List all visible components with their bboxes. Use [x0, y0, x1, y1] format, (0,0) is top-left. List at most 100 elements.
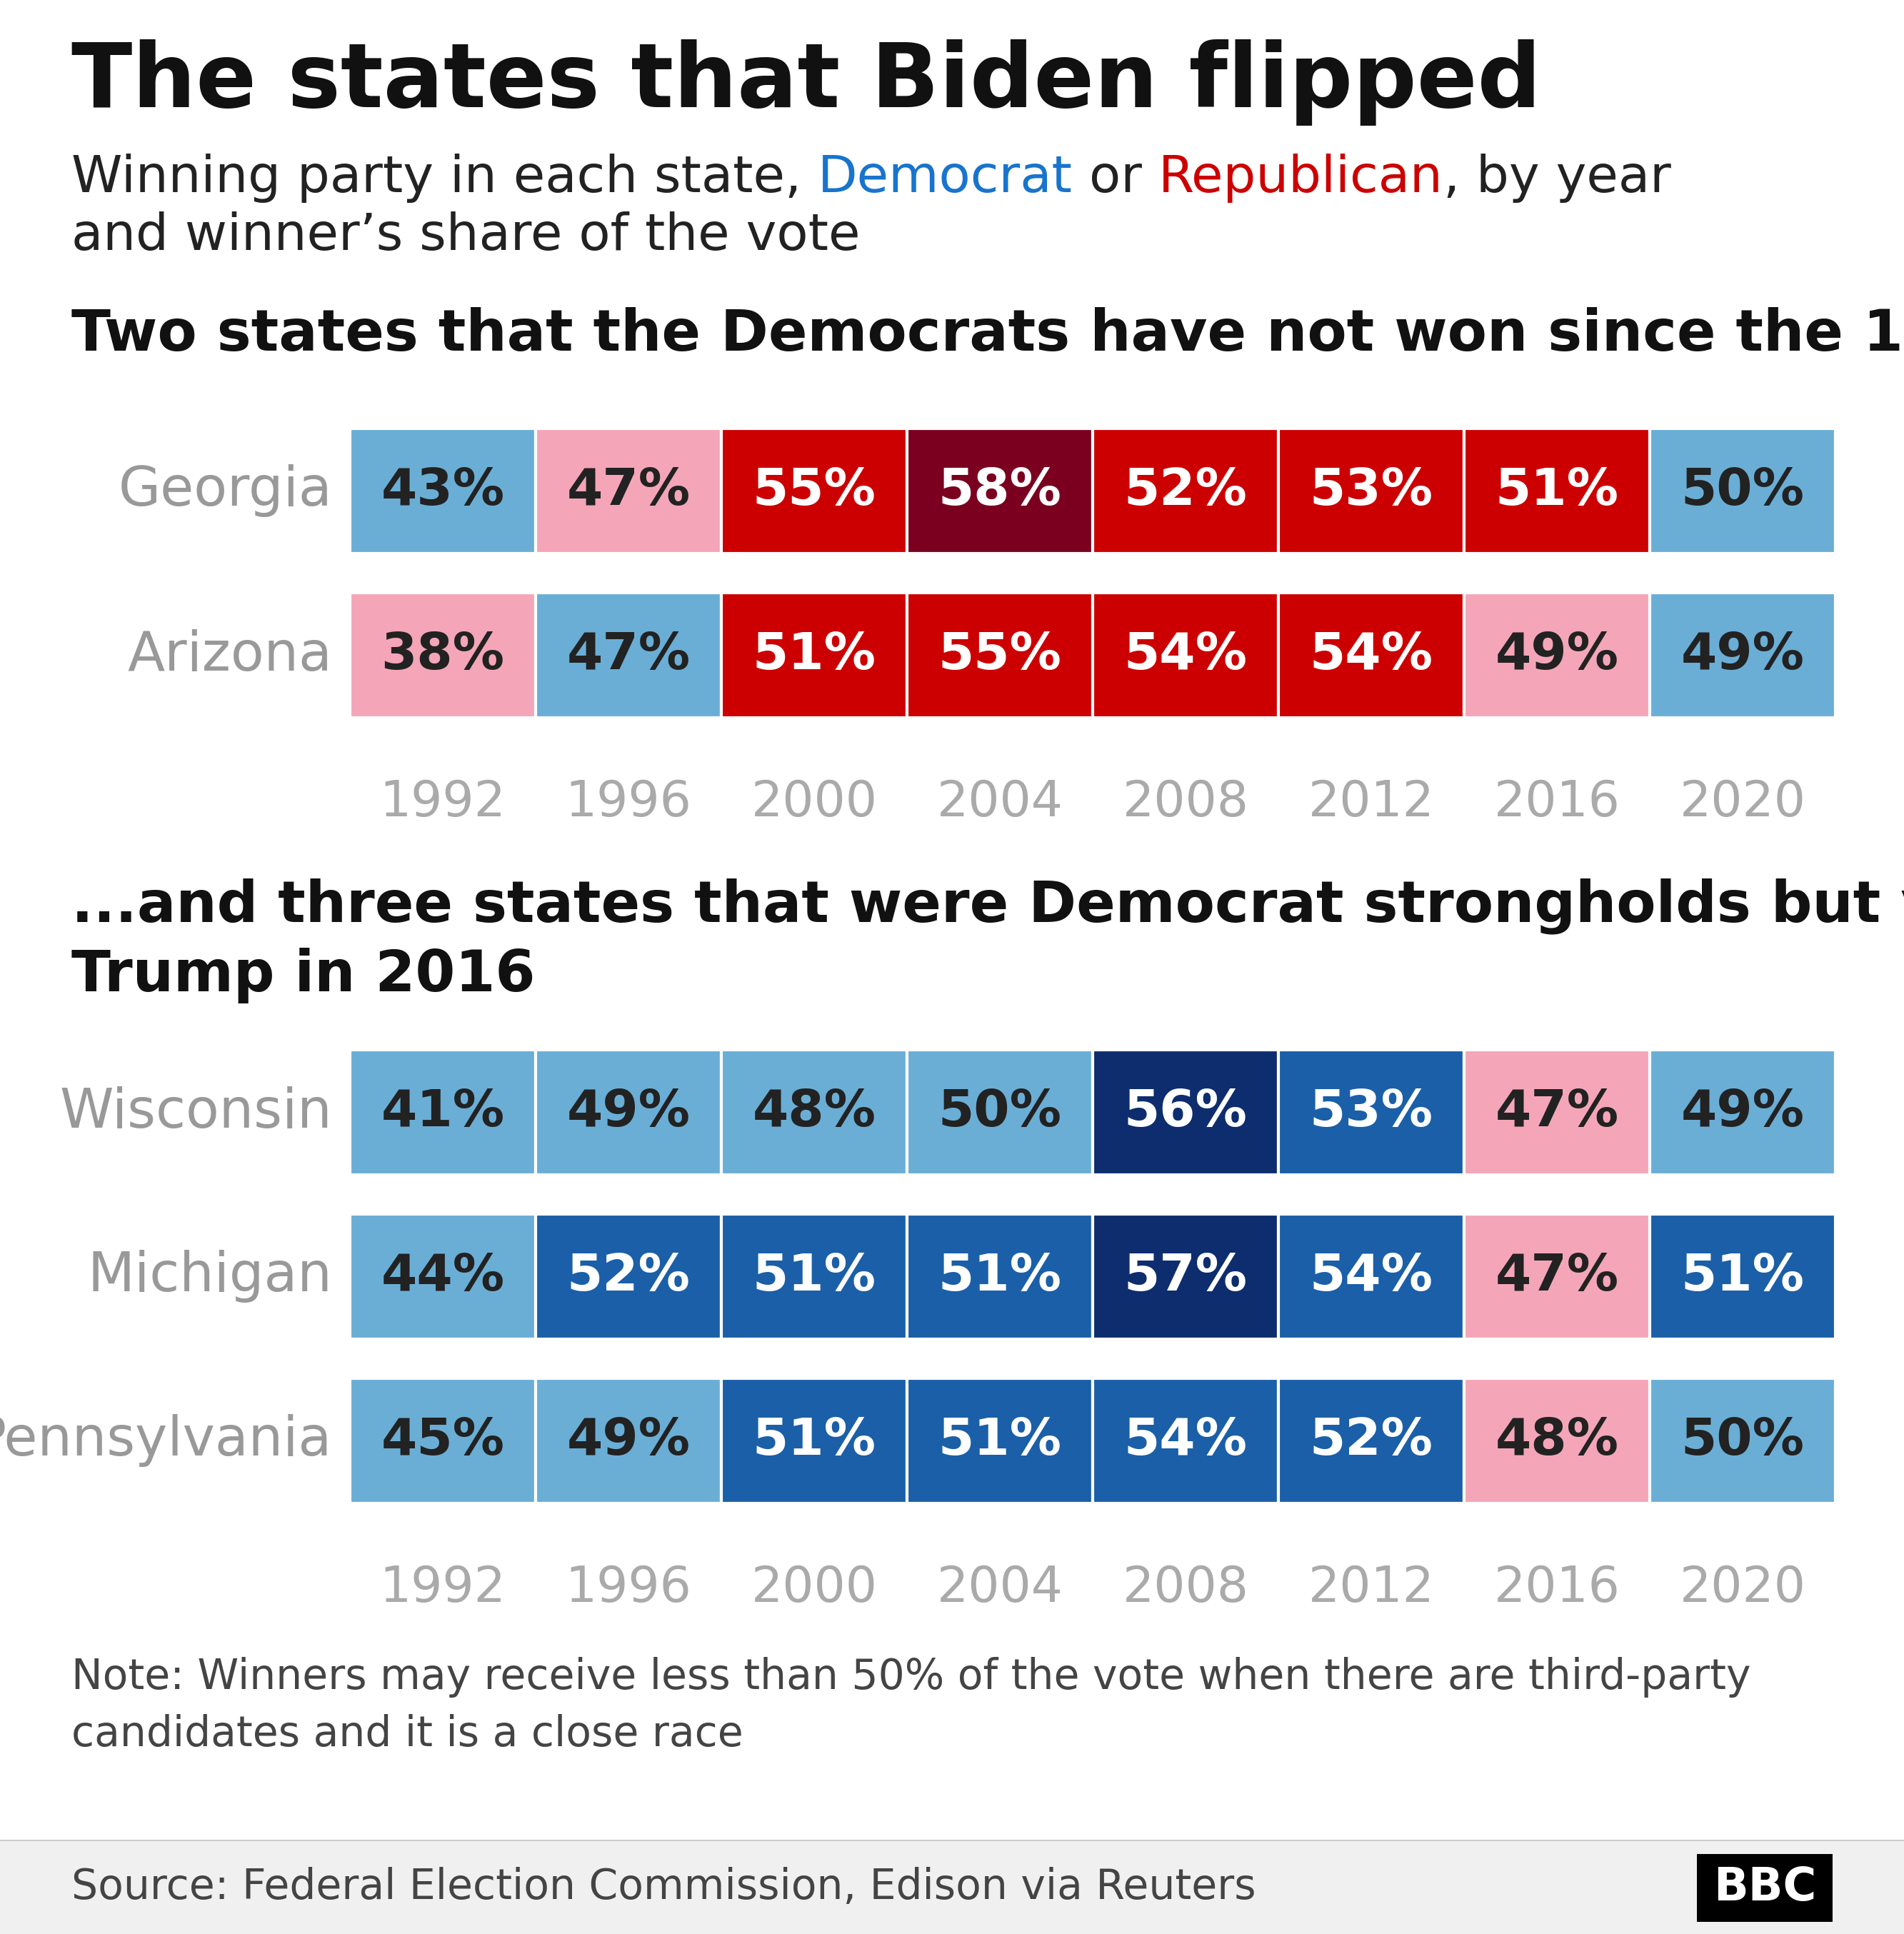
Text: Georgia: Georgia — [118, 464, 331, 518]
Text: 54%: 54% — [1310, 1251, 1434, 1302]
Text: 53%: 53% — [1310, 466, 1434, 516]
Text: , by year: , by year — [1443, 153, 1672, 203]
Text: 56%: 56% — [1123, 1087, 1247, 1137]
Text: 49%: 49% — [1495, 630, 1618, 681]
Text: 51%: 51% — [1681, 1251, 1805, 1302]
Bar — [350, 1050, 535, 1174]
Text: 2004: 2004 — [937, 1565, 1062, 1611]
Text: 2016: 2016 — [1495, 779, 1620, 826]
Text: Two states that the Democrats have not won since the 1990s: Two states that the Democrats have not w… — [72, 308, 1904, 364]
Text: 2020: 2020 — [1679, 779, 1805, 826]
Text: 50%: 50% — [1681, 466, 1805, 516]
Bar — [722, 1215, 906, 1338]
Bar — [1278, 1379, 1464, 1503]
Bar — [906, 592, 1093, 718]
Text: 44%: 44% — [381, 1251, 505, 1302]
Text: Winning party in each state,: Winning party in each state, — [72, 153, 817, 203]
Text: 53%: 53% — [1310, 1087, 1434, 1137]
Text: 1996: 1996 — [565, 1565, 691, 1611]
Text: 55%: 55% — [752, 466, 876, 516]
Text: 51%: 51% — [752, 1251, 876, 1302]
Bar — [1278, 429, 1464, 553]
Bar — [0, 1841, 1904, 1934]
Text: 2008: 2008 — [1121, 1565, 1249, 1611]
Bar — [535, 592, 722, 718]
Bar — [906, 429, 1093, 553]
Text: 2004: 2004 — [937, 779, 1062, 826]
Bar — [1093, 429, 1278, 553]
Text: 48%: 48% — [1495, 1416, 1618, 1466]
Text: 52%: 52% — [1310, 1416, 1434, 1466]
Text: 58%: 58% — [939, 466, 1062, 516]
Bar — [1278, 1215, 1464, 1338]
Text: 48%: 48% — [752, 1087, 876, 1137]
Text: 51%: 51% — [939, 1251, 1062, 1302]
Bar — [535, 429, 722, 553]
Bar — [1649, 429, 1835, 553]
Bar — [1649, 1379, 1835, 1503]
Text: 1992: 1992 — [379, 1565, 506, 1611]
Text: ...and three states that were Democrat strongholds but voted for
Trump in 2016: ...and three states that were Democrat s… — [72, 878, 1904, 1004]
Text: 54%: 54% — [1310, 630, 1434, 681]
Text: 2020: 2020 — [1679, 1565, 1805, 1611]
Bar — [1649, 1215, 1835, 1338]
Bar — [1464, 1379, 1649, 1503]
Bar — [906, 1215, 1093, 1338]
Text: or: or — [1072, 153, 1158, 203]
Text: Democrat: Democrat — [817, 153, 1072, 203]
Text: The states that Biden flipped: The states that Biden flipped — [72, 39, 1540, 126]
Text: 47%: 47% — [567, 466, 691, 516]
Text: 51%: 51% — [752, 1416, 876, 1466]
Bar — [906, 1379, 1093, 1503]
Text: 49%: 49% — [567, 1087, 691, 1137]
Text: 51%: 51% — [1495, 466, 1618, 516]
Text: 2008: 2008 — [1121, 779, 1249, 826]
Text: 54%: 54% — [1123, 630, 1247, 681]
Bar — [535, 1379, 722, 1503]
Text: 2016: 2016 — [1495, 1565, 1620, 1611]
Text: 1992: 1992 — [379, 779, 506, 826]
Bar — [350, 1215, 535, 1338]
Bar — [1649, 592, 1835, 718]
Text: 47%: 47% — [1495, 1087, 1618, 1137]
Bar — [722, 429, 906, 553]
Text: 1996: 1996 — [565, 779, 691, 826]
Bar — [1093, 1215, 1278, 1338]
Bar — [535, 1050, 722, 1174]
Text: 45%: 45% — [381, 1416, 505, 1466]
Text: 50%: 50% — [1681, 1416, 1805, 1466]
Text: Michigan: Michigan — [88, 1249, 331, 1304]
Text: 51%: 51% — [939, 1416, 1062, 1466]
Bar — [1093, 1379, 1278, 1503]
Bar — [1464, 592, 1649, 718]
Text: 2012: 2012 — [1308, 1565, 1434, 1611]
Text: 49%: 49% — [1681, 630, 1805, 681]
Bar — [1649, 1050, 1835, 1174]
Bar — [722, 1050, 906, 1174]
Text: Republican: Republican — [1158, 153, 1443, 203]
Bar — [1464, 429, 1649, 553]
Text: and winner’s share of the vote: and winner’s share of the vote — [72, 211, 861, 261]
Bar — [1093, 1050, 1278, 1174]
Text: 43%: 43% — [381, 466, 505, 516]
Text: 52%: 52% — [1123, 466, 1247, 516]
Text: 55%: 55% — [939, 630, 1062, 681]
Bar — [906, 1050, 1093, 1174]
Text: 51%: 51% — [752, 630, 876, 681]
Text: 50%: 50% — [939, 1087, 1062, 1137]
Text: 41%: 41% — [381, 1087, 505, 1137]
Text: 47%: 47% — [1495, 1251, 1618, 1302]
Text: Wisconsin: Wisconsin — [59, 1085, 331, 1139]
Bar — [535, 1215, 722, 1338]
Bar — [1464, 1215, 1649, 1338]
Text: 2000: 2000 — [750, 779, 878, 826]
Text: 38%: 38% — [381, 630, 505, 681]
Text: Pennsylvania: Pennsylvania — [0, 1414, 331, 1468]
Bar — [1464, 1050, 1649, 1174]
Bar — [350, 1379, 535, 1503]
Text: Source: Federal Election Commission, Edison via Reuters: Source: Federal Election Commission, Edi… — [72, 1866, 1257, 1909]
Text: 49%: 49% — [1681, 1087, 1805, 1137]
Text: Arizona: Arizona — [128, 629, 331, 681]
Bar — [1696, 1853, 1832, 1922]
Bar — [1278, 1050, 1464, 1174]
